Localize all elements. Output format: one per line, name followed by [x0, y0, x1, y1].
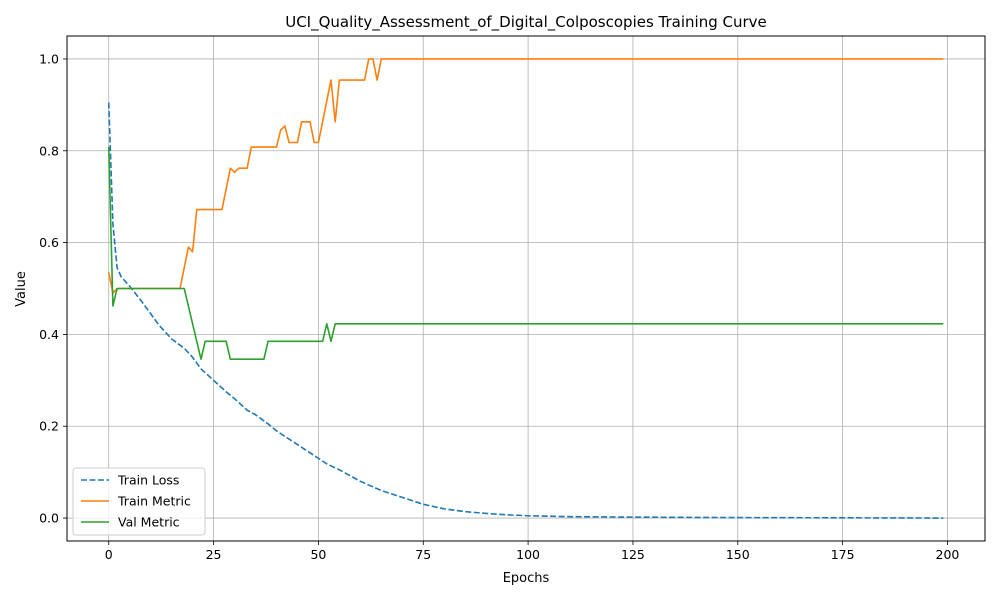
chart-title: UCI_Quality_Assessment_of_Digital_Colpos…	[285, 13, 767, 32]
y-tick-label: 0.8	[39, 143, 59, 158]
x-tick-label: 75	[415, 547, 431, 562]
y-tick-label: 0.2	[39, 419, 59, 434]
series-line-train-loss	[107, 102, 944, 519]
plot-frame	[66, 35, 986, 542]
x-tick-label: 125	[621, 547, 645, 562]
y-tick-label: 1.0	[39, 51, 59, 66]
series-line-val-metric	[107, 147, 944, 360]
y-axis-ticks: 0.0 0.2 0.4 0.6 0.8 1.0	[39, 51, 67, 526]
y-tick-label: 0.0	[39, 511, 59, 526]
x-tick-label: 150	[726, 547, 750, 562]
x-tick-label: 25	[206, 547, 222, 562]
y-tick-label: 0.6	[39, 235, 59, 250]
x-tick-label: 50	[310, 547, 326, 562]
x-tick-label: 100	[516, 547, 540, 562]
legend-box	[72, 467, 206, 536]
x-tick-label: 200	[936, 547, 960, 562]
y-axis-label: Value	[14, 271, 29, 307]
x-axis-label: Epochs	[503, 571, 550, 586]
x-tick-label: 0	[105, 547, 113, 562]
legend: Train Loss Train Metric Val Metric	[72, 467, 206, 536]
legend-entry-label: Train Loss	[117, 473, 179, 488]
legend-entry-label: Val Metric	[118, 515, 180, 530]
x-axis-ticks: 0 25 50 75 100 125 150 175 200	[105, 541, 960, 562]
x-tick-label: 175	[831, 547, 855, 562]
series-line-train-metric	[107, 58, 944, 294]
y-tick-label: 0.4	[39, 327, 59, 342]
legend-entry-label: Train Metric	[117, 494, 191, 509]
series-lines	[107, 58, 944, 519]
